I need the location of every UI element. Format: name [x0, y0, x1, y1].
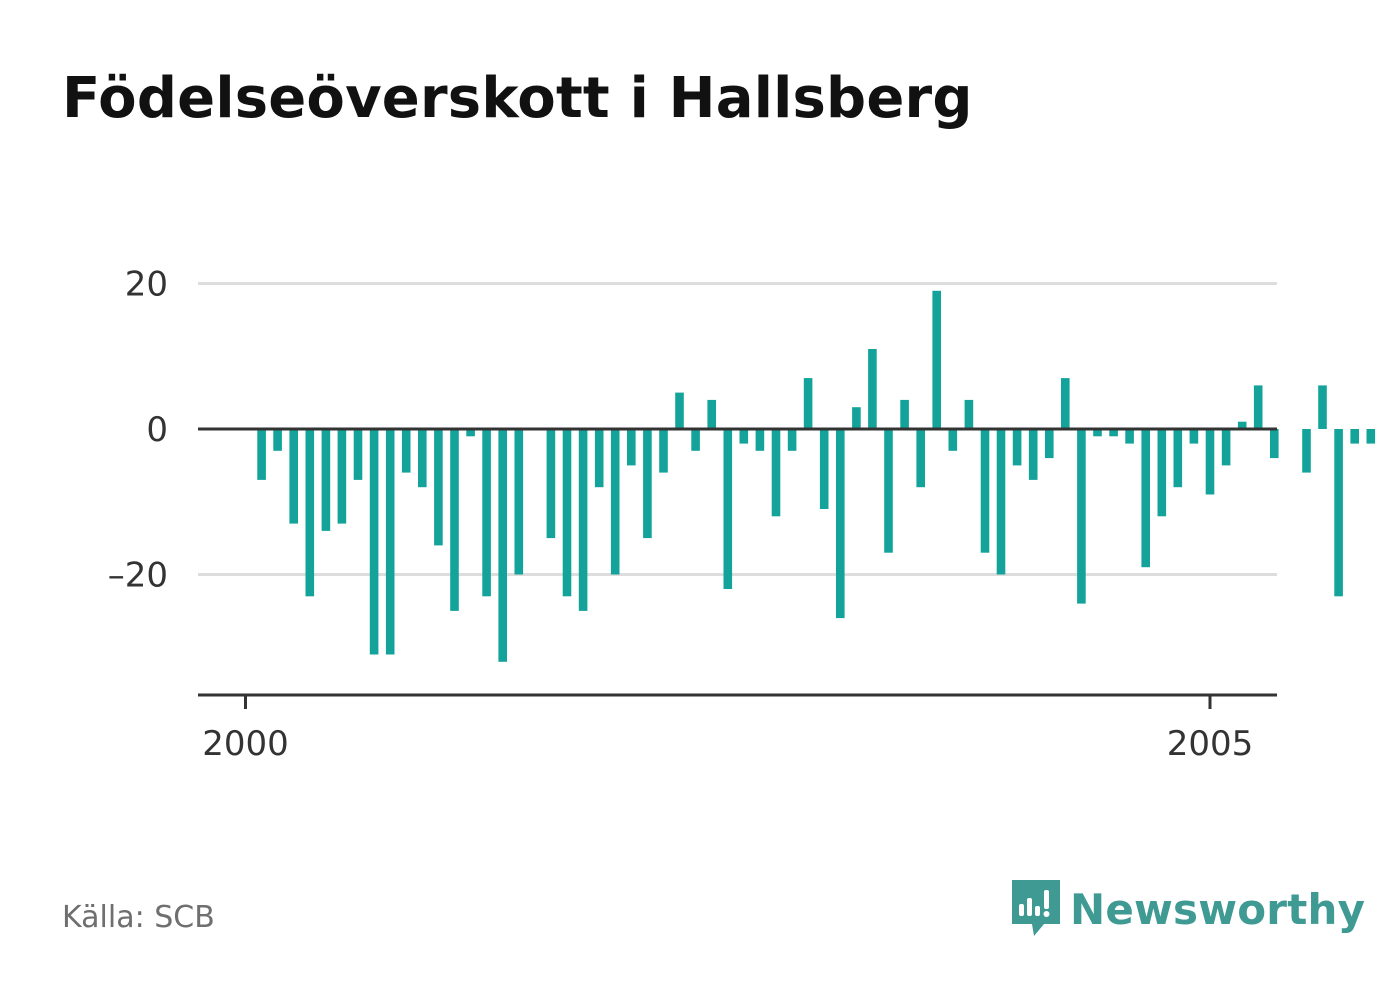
bar	[1221, 429, 1231, 466]
bar	[819, 429, 829, 509]
bar	[1077, 429, 1086, 604]
bar	[369, 429, 379, 655]
bar	[787, 429, 797, 451]
x-axis: 200020052010201520202025	[198, 693, 1277, 764]
bar	[1141, 429, 1150, 568]
bar	[514, 429, 524, 575]
bar	[594, 429, 604, 488]
bar	[482, 429, 491, 597]
bar	[771, 429, 781, 517]
bar	[434, 429, 443, 546]
bar	[659, 429, 668, 473]
chart-title: Födelseöverskott i Hallsberg	[62, 66, 973, 131]
bar	[627, 429, 636, 466]
bar	[691, 429, 700, 451]
source-note: Källa: SCB	[62, 900, 215, 935]
bar	[884, 429, 893, 553]
y-tick-label: –20	[108, 556, 168, 596]
bar	[385, 429, 395, 655]
bar	[803, 378, 813, 429]
bar	[1173, 429, 1183, 488]
bar	[337, 429, 347, 524]
bar	[466, 429, 475, 437]
bar	[1012, 429, 1022, 466]
bar	[257, 429, 266, 480]
bar	[1109, 429, 1118, 437]
bar	[305, 429, 315, 597]
bar	[273, 429, 282, 451]
brand-name: Newsworthy	[1070, 884, 1366, 934]
y-tick-label: 20	[125, 265, 168, 305]
bar	[1028, 429, 1038, 480]
bar	[498, 429, 507, 662]
bar	[289, 429, 298, 524]
bar	[755, 429, 765, 451]
bar	[1350, 429, 1359, 444]
x-tick-label: 2000	[202, 724, 289, 764]
bar	[900, 399, 909, 429]
bar	[1253, 385, 1263, 429]
bar	[1334, 429, 1343, 597]
brand-logo: Newsworthy	[1010, 878, 1365, 940]
bar	[1061, 378, 1070, 429]
bar	[948, 429, 958, 451]
bars	[257, 290, 1376, 662]
bar	[1237, 421, 1247, 429]
bar	[932, 290, 941, 429]
bar	[707, 399, 716, 429]
newsworthy-logo-icon	[1012, 880, 1060, 936]
bar	[836, 429, 845, 619]
bar	[418, 429, 427, 488]
bar	[401, 429, 411, 473]
bar	[1157, 429, 1167, 517]
bar	[321, 429, 331, 531]
bar	[578, 429, 588, 611]
bar	[739, 429, 749, 444]
bar	[675, 392, 684, 429]
bar	[964, 399, 974, 429]
y-tick-label: 0	[146, 410, 168, 450]
bar	[1270, 429, 1279, 459]
x-tick-label: 2005	[1167, 724, 1254, 764]
bar	[1318, 385, 1327, 429]
y-axis-ticks: 20 0 –20	[108, 265, 1277, 596]
bar	[852, 407, 861, 429]
bar	[916, 429, 925, 488]
bar	[1045, 429, 1054, 459]
bar	[562, 429, 572, 597]
bar	[723, 429, 733, 589]
bar	[996, 429, 1006, 575]
bar	[1189, 429, 1199, 444]
bar	[353, 429, 363, 480]
bar	[546, 429, 556, 539]
bar	[1205, 429, 1215, 495]
bar	[450, 429, 459, 611]
bar	[980, 429, 990, 553]
bar	[1302, 429, 1311, 473]
bar	[610, 429, 620, 575]
bar	[1366, 429, 1376, 444]
bar	[1093, 429, 1102, 437]
bar	[868, 349, 877, 429]
bar	[643, 429, 652, 539]
bar	[1125, 429, 1134, 444]
